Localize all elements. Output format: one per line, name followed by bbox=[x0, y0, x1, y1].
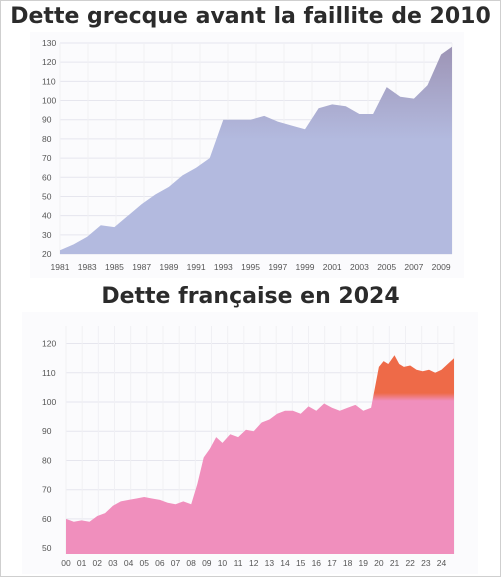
y-tick-label: 90 bbox=[42, 115, 52, 125]
x-tick-label: 00 bbox=[61, 558, 71, 568]
x-tick-label: 18 bbox=[343, 558, 353, 568]
greek-debt-chart-title: Dette grecque avant la faillite de 2010 bbox=[10, 4, 491, 29]
series-area bbox=[60, 46, 452, 254]
y-tick-label: 120 bbox=[42, 57, 56, 67]
x-tick-label: 01 bbox=[77, 558, 87, 568]
x-tick-label: 08 bbox=[186, 558, 196, 568]
y-tick-label: 100 bbox=[42, 96, 56, 106]
x-tick-label: 12 bbox=[249, 558, 259, 568]
y-tick-label: 110 bbox=[42, 368, 56, 378]
y-tick-label: 130 bbox=[42, 38, 56, 48]
y-tick-label: 90 bbox=[42, 426, 52, 436]
y-tick-label: 30 bbox=[42, 230, 52, 240]
y-tick-label: 80 bbox=[42, 134, 52, 144]
x-tick-label: 2009 bbox=[432, 262, 451, 272]
y-tick-label: 110 bbox=[42, 76, 56, 86]
greek-debt-chart: 20 30 40 50 60 70 80 90 100 110 120 130 1981 1983 1985… bbox=[30, 32, 464, 278]
x-tick-label: 1987 bbox=[132, 262, 151, 272]
y-tick-label: 20 bbox=[42, 249, 52, 259]
x-tick-label: 14 bbox=[280, 558, 290, 568]
x-tick-label: 2007 bbox=[404, 262, 423, 272]
x-tick-label: 02 bbox=[93, 558, 103, 568]
x-tick-label: 2005 bbox=[377, 262, 396, 272]
x-tick-label: 03 bbox=[108, 558, 118, 568]
y-tick-label: 40 bbox=[42, 211, 52, 221]
x-tick-label: 04 bbox=[124, 558, 134, 568]
y-tick-label: 100 bbox=[42, 397, 56, 407]
series-area bbox=[66, 355, 454, 554]
y-tick-label: 70 bbox=[42, 153, 52, 163]
x-tick-label: 2003 bbox=[350, 262, 369, 272]
french-debt-chart-title: Dette française en 2024 bbox=[101, 284, 400, 309]
french-debt-chart: 50 60 70 80 90 100 110 120 00 01 02 03 04 05 06 07 08 09 1… bbox=[22, 312, 478, 574]
x-tick-label: 24 bbox=[437, 558, 447, 568]
x-tick-label: 06 bbox=[155, 558, 165, 568]
y-tick-label: 50 bbox=[42, 543, 52, 553]
y-tick-label: 80 bbox=[42, 455, 52, 465]
x-tick-label: 11 bbox=[234, 558, 243, 568]
greek-debt-chart-svg: 20 30 40 50 60 70 80 90 100 110 120 130 1981 1983 1985… bbox=[42, 38, 453, 272]
x-tick-label: 05 bbox=[139, 558, 149, 568]
x-tick-label: 19 bbox=[359, 558, 369, 568]
x-tick-label: 1997 bbox=[268, 262, 287, 272]
x-tick-label: 20 bbox=[374, 558, 384, 568]
x-tick-label: 1993 bbox=[214, 262, 233, 272]
x-tick-label: 09 bbox=[202, 558, 212, 568]
x-tick-label: 16 bbox=[312, 558, 322, 568]
x-tick-label: 1995 bbox=[241, 262, 260, 272]
x-tick-label: 10 bbox=[218, 558, 228, 568]
x-tick-label: 22 bbox=[405, 558, 415, 568]
x-tick-label: 1999 bbox=[296, 262, 315, 272]
x-tick-label: 17 bbox=[327, 558, 337, 568]
y-tick-label: 60 bbox=[42, 172, 52, 182]
y-tick-label: 70 bbox=[42, 485, 52, 495]
x-tick-label: 21 bbox=[390, 558, 400, 568]
x-tick-label: 13 bbox=[265, 558, 275, 568]
x-tick-label: 1985 bbox=[105, 262, 124, 272]
x-tick-label: 15 bbox=[296, 558, 306, 568]
x-tick-label: 1989 bbox=[159, 262, 178, 272]
x-tick-label: 2001 bbox=[323, 262, 342, 272]
x-tick-label: 1983 bbox=[78, 262, 97, 272]
x-tick-label: 1991 bbox=[187, 262, 206, 272]
y-tick-label: 60 bbox=[42, 514, 52, 524]
y-tick-label: 50 bbox=[42, 191, 52, 201]
x-tick-label: 23 bbox=[421, 558, 431, 568]
x-tick-label: 07 bbox=[171, 558, 181, 568]
y-tick-label: 120 bbox=[42, 339, 56, 349]
french-debt-chart-svg: 50 60 70 80 90 100 110 120 00 01 02 03 04 05 06 07 08 09 1… bbox=[42, 326, 455, 568]
x-tick-label: 1981 bbox=[51, 262, 70, 272]
